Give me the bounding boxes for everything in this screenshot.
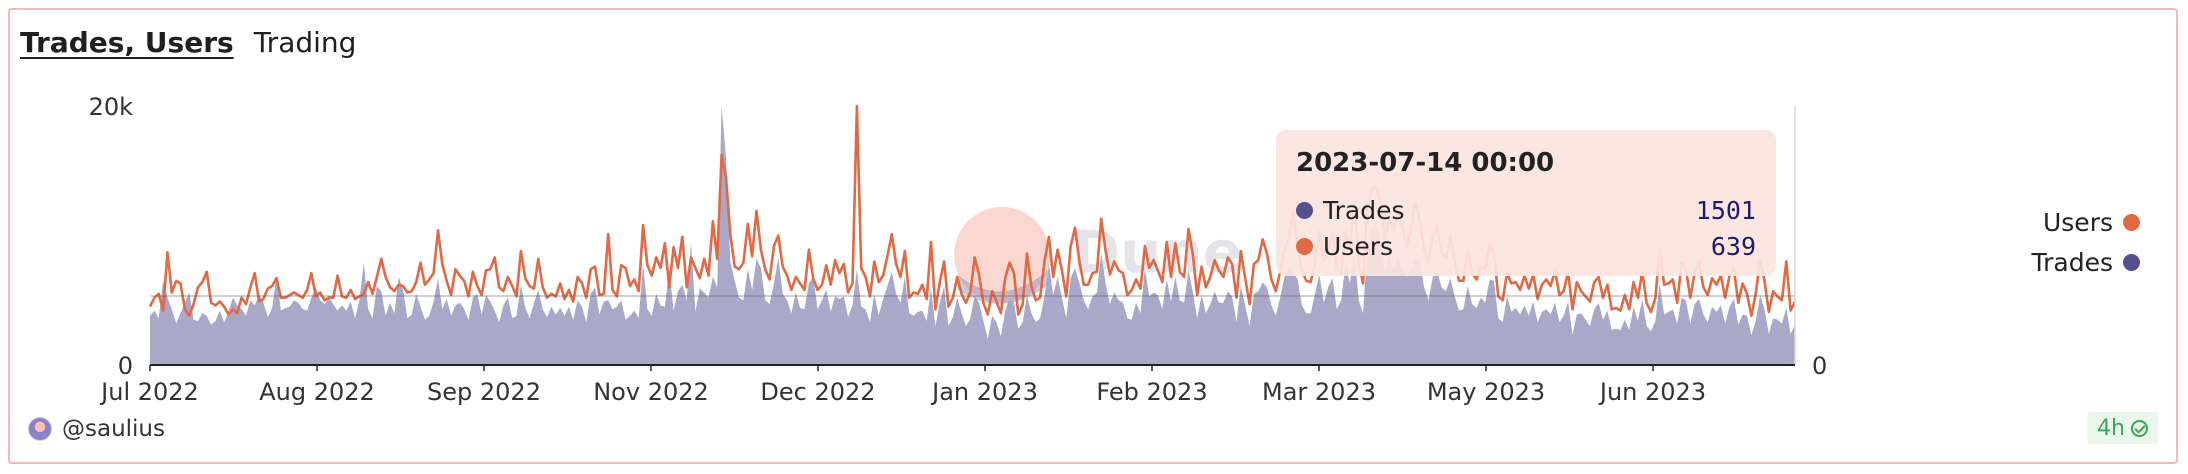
avatar xyxy=(28,417,52,441)
x-tick-label: Jun 2023 xyxy=(1598,378,1706,406)
x-tick-label: Sep 2022 xyxy=(427,378,541,406)
x-tick-label: Dec 2022 xyxy=(760,378,875,406)
tooltip-trades-value: 1501 xyxy=(1695,195,1756,225)
x-tick-label: Mar 2023 xyxy=(1262,378,1376,406)
users-line xyxy=(148,104,1797,318)
trades-area xyxy=(150,106,1795,365)
check-circle-icon xyxy=(2131,419,2148,437)
tooltip-row-users: Users 639 xyxy=(1296,228,1756,264)
x-tick-label: May 2023 xyxy=(1427,378,1545,406)
hover-tooltip: 2023-07-14 00:00 Trades 1501 Users 639 xyxy=(1276,130,1776,276)
chart-tabs: Trades, Users Trading xyxy=(20,26,356,59)
tab-trades-users[interactable]: Trades, Users xyxy=(20,26,234,59)
tooltip-users-dot xyxy=(1296,237,1313,255)
y-right-tick-label: 0 xyxy=(1812,352,1827,380)
x-tick-label: Nov 2022 xyxy=(593,378,709,406)
x-tick-label: Jan 2023 xyxy=(930,378,1038,406)
users-line-layer xyxy=(148,104,1797,318)
legend-users-dot xyxy=(2123,213,2140,231)
y-tick-label: 20k xyxy=(89,93,134,121)
x-tick-label: Aug 2022 xyxy=(259,378,375,406)
legend-trades-dot xyxy=(2123,253,2140,271)
author-name: @saulius xyxy=(62,416,165,442)
watermark-logo-shadow xyxy=(958,270,1048,304)
legend-item-trades[interactable]: Trades xyxy=(2032,242,2140,282)
refresh-interval: 4h xyxy=(2097,415,2125,441)
tooltip-trades-label: Trades xyxy=(1323,195,1405,225)
legend-trades-label: Trades xyxy=(2031,247,2113,277)
refresh-badge[interactable]: 4h xyxy=(2087,412,2158,444)
tooltip-title: 2023-07-14 00:00 xyxy=(1296,148,1555,178)
author-link[interactable]: @saulius xyxy=(28,416,165,442)
trades-area-layer xyxy=(150,106,1795,365)
chart-legend: Users Trades xyxy=(2032,202,2140,282)
y-tick-label: 0 xyxy=(118,352,133,380)
legend-item-users[interactable]: Users xyxy=(2032,202,2140,242)
legend-users-label: Users xyxy=(2042,207,2113,237)
tooltip-users-label: Users xyxy=(1323,231,1394,261)
x-tick-label: Feb 2023 xyxy=(1096,378,1207,406)
x-tick-label: Jul 2022 xyxy=(99,378,199,406)
tab-trading[interactable]: Trading xyxy=(253,26,357,59)
chart-card xyxy=(8,8,2178,464)
tooltip-trades-dot xyxy=(1296,201,1313,219)
tooltip-row-trades: Trades 1501 xyxy=(1296,192,1756,228)
tooltip-users-value: 639 xyxy=(1710,231,1756,261)
